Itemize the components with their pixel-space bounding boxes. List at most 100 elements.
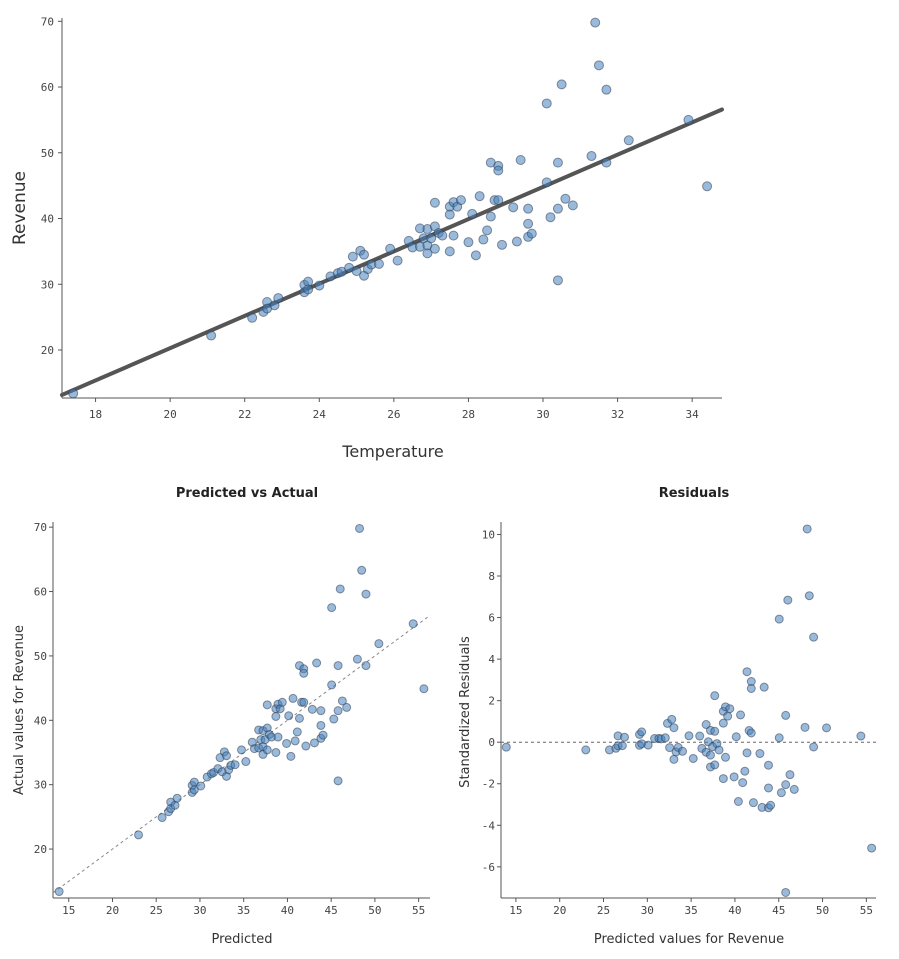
- data-point: [567, 200, 578, 211]
- x-tick-label: 15: [509, 904, 522, 917]
- x-tick-label: 30: [193, 904, 206, 917]
- data-point: [54, 887, 64, 897]
- data-point: [374, 639, 384, 649]
- chart-title: Residuals: [659, 486, 730, 501]
- y-tick-label: 20: [41, 344, 54, 357]
- data-point: [748, 798, 758, 808]
- data-point: [68, 388, 79, 399]
- data-point: [695, 731, 705, 741]
- data-point: [467, 208, 478, 219]
- data-point: [725, 704, 735, 714]
- data-point: [359, 249, 370, 260]
- data-point: [294, 713, 304, 723]
- data-point: [361, 589, 371, 599]
- data-point: [755, 749, 765, 759]
- y-tick-label: 70: [41, 15, 54, 28]
- y-tick-label: 40: [41, 213, 54, 226]
- data-point: [523, 203, 534, 214]
- data-point: [601, 84, 612, 95]
- data-point: [355, 523, 365, 533]
- data-point: [746, 728, 756, 738]
- data-point: [720, 752, 730, 762]
- y-tick-label: -4: [482, 819, 496, 832]
- data-point: [392, 255, 403, 266]
- data-point: [290, 736, 300, 746]
- data-point: [273, 293, 284, 304]
- data-point: [333, 776, 343, 786]
- data-point: [493, 195, 504, 206]
- data-point: [478, 234, 489, 245]
- data-point: [804, 591, 814, 601]
- data-point: [335, 584, 345, 594]
- x-tick-label: 55: [860, 904, 873, 917]
- x-tick-label: 40: [281, 904, 294, 917]
- data-point: [702, 181, 713, 192]
- y-tick-label: 0: [488, 736, 495, 749]
- data-point: [337, 696, 347, 706]
- y-tick-label: -2: [482, 778, 495, 791]
- data-point: [444, 209, 455, 220]
- data-point: [601, 157, 612, 168]
- data-point: [342, 702, 352, 712]
- data-point: [723, 711, 733, 721]
- x-axis-label: Predicted: [211, 932, 272, 947]
- y-tick-label: 20: [34, 843, 47, 856]
- data-point: [288, 693, 298, 703]
- data-point: [361, 661, 371, 671]
- data-point: [733, 796, 743, 806]
- data-point: [318, 730, 328, 740]
- data-point: [262, 700, 272, 710]
- data-point: [705, 750, 715, 760]
- data-point: [351, 266, 362, 277]
- data-point: [329, 714, 339, 724]
- data-point: [667, 714, 677, 724]
- data-point: [593, 60, 604, 71]
- data-point: [284, 711, 294, 721]
- data-point: [718, 774, 728, 784]
- data-point: [241, 757, 251, 767]
- x-tick-label: 25: [150, 904, 163, 917]
- data-point: [470, 250, 481, 261]
- x-tick-label: 22: [238, 408, 251, 421]
- data-point: [271, 747, 281, 757]
- data-point: [714, 745, 724, 755]
- data-point: [774, 614, 784, 624]
- x-tick-label: 24: [313, 408, 327, 421]
- data-point: [316, 720, 326, 730]
- data-point: [742, 667, 752, 677]
- data-point: [684, 731, 694, 741]
- data-point: [299, 697, 309, 707]
- x-tick-label: 55: [412, 904, 425, 917]
- data-point: [556, 79, 567, 90]
- data-point: [172, 793, 182, 803]
- x-tick-label: 34: [686, 408, 700, 421]
- data-point: [776, 788, 786, 798]
- x-tick-label: 30: [641, 904, 654, 917]
- data-point: [277, 697, 287, 707]
- data-point: [688, 753, 698, 763]
- data-point: [493, 165, 504, 176]
- data-point: [740, 766, 750, 776]
- data-point: [419, 684, 429, 694]
- data-point: [560, 193, 571, 204]
- data-point: [619, 732, 629, 742]
- data-point: [710, 691, 720, 701]
- data-point: [541, 177, 552, 188]
- data-point: [352, 654, 362, 664]
- data-point: [333, 706, 343, 716]
- data-point: [781, 887, 791, 897]
- data-point: [327, 680, 337, 690]
- chart-title: Predicted vs Actual: [176, 486, 318, 501]
- data-point: [736, 710, 746, 720]
- y-axis-label: Actual values for Revenue: [12, 625, 27, 795]
- data-point: [327, 603, 337, 613]
- y-tick-label: 30: [34, 779, 47, 792]
- data-point: [485, 211, 496, 222]
- data-point: [312, 658, 322, 668]
- x-tick-label: 20: [164, 408, 177, 421]
- data-point: [802, 524, 812, 534]
- data-point: [206, 330, 217, 341]
- data-point: [678, 746, 688, 756]
- data-point: [783, 595, 793, 605]
- x-tick-label: 35: [685, 904, 698, 917]
